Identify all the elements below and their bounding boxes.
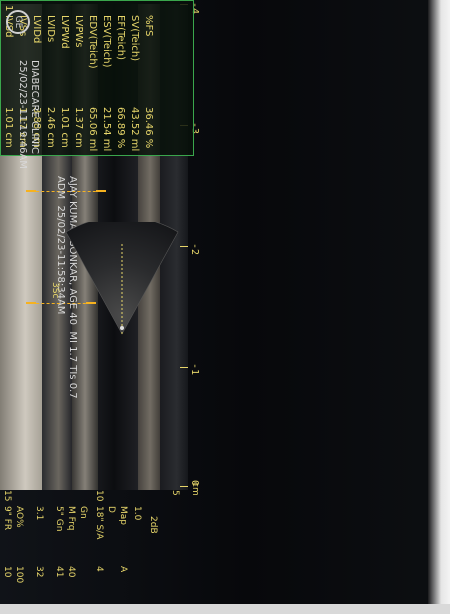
mi-ti: MI 1.7 TIs 0.7	[67, 331, 78, 399]
depth-label: 5	[170, 490, 180, 496]
measurement-row: EDV(Teich) 65.06 ml	[87, 15, 98, 152]
measurement-row: EF(Teich) 66.89 %	[115, 15, 126, 149]
probe-tag: 3Sc	[50, 282, 60, 299]
ge-logo-icon: GE	[6, 10, 30, 34]
time-label: -2	[189, 243, 200, 256]
measurement-row: LVPWs 1.37 cm	[73, 15, 84, 148]
measurement-row: LVPWd 1.01 cm	[59, 15, 70, 148]
measurement-row: ESV(Teich) 21.54 ml	[101, 15, 112, 152]
bezel-edge	[0, 604, 450, 614]
settings-panel: 9" FR AO% 3.1 5" Gn M Frq Gn 18" S/A D M…	[2, 506, 158, 584]
measurement-row: SV(Teich) 43.52 ml	[129, 15, 140, 152]
depth-unit: cm	[190, 482, 200, 496]
bezel-edge	[428, 0, 450, 614]
clinic-name: DIABECARE CLINIC	[29, 60, 40, 154]
measurement-row: IVSd 1.01 cm	[3, 15, 14, 148]
exam-datetime: 25/02/23-11:19:46AM	[17, 60, 28, 169]
depth-label: 15	[2, 490, 12, 502]
clinic-header: DIABECARE CLINIC 25/02/23-11:19:46AM	[16, 60, 40, 280]
measurement-row: %FS 36.46 %	[143, 15, 154, 149]
measurement-row: LVIDs 2.46 cm	[45, 15, 56, 148]
depth-label: 10	[94, 490, 104, 502]
sector-image	[65, 222, 179, 335]
time-label: -1	[189, 363, 200, 376]
